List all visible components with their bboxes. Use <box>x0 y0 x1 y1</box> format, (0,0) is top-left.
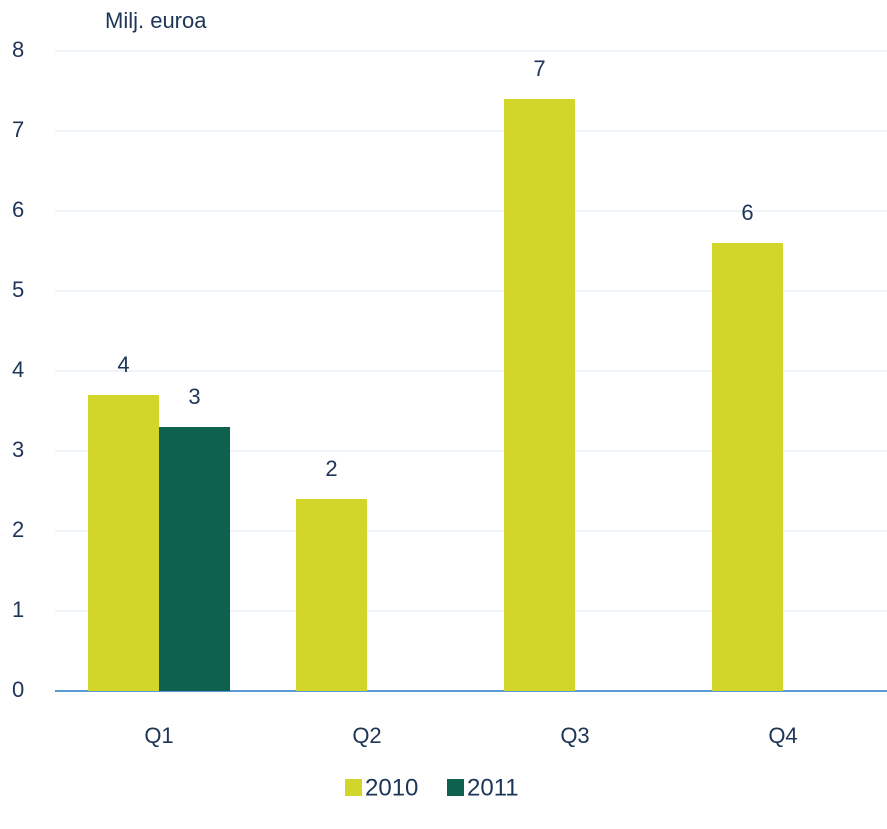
legend-label: 2011 <box>467 774 519 801</box>
x-tick-label: Q1 <box>144 723 173 748</box>
bar <box>296 499 367 691</box>
y-tick-label: 7 <box>12 117 24 142</box>
y-tick-label: 2 <box>12 517 24 542</box>
y-tick-label: 1 <box>12 597 24 622</box>
y-tick-label: 3 <box>12 437 24 462</box>
y-tick-label: 8 <box>12 37 24 62</box>
bar <box>504 99 575 691</box>
y-tick-label: 5 <box>12 277 24 302</box>
data-label: 6 <box>741 200 753 225</box>
data-label: 7 <box>533 56 545 81</box>
y-tick-label: 6 <box>12 197 24 222</box>
x-tick-label: Q3 <box>560 723 589 748</box>
data-label: 3 <box>188 384 200 409</box>
bar <box>712 243 783 691</box>
x-tick-label: Q4 <box>768 723 797 748</box>
bar <box>159 427 230 691</box>
y-tick-label: 0 <box>12 677 24 702</box>
bar <box>88 395 159 691</box>
legend-label: 2010 <box>365 774 418 801</box>
y-tick-label: 4 <box>12 357 24 382</box>
legend-swatch <box>345 779 362 796</box>
legend-swatch <box>447 779 464 796</box>
data-label: 4 <box>117 352 129 377</box>
y-axis-label: Milj. euroa <box>105 8 207 33</box>
data-label: 2 <box>325 456 337 481</box>
x-tick-label: Q2 <box>352 723 381 748</box>
